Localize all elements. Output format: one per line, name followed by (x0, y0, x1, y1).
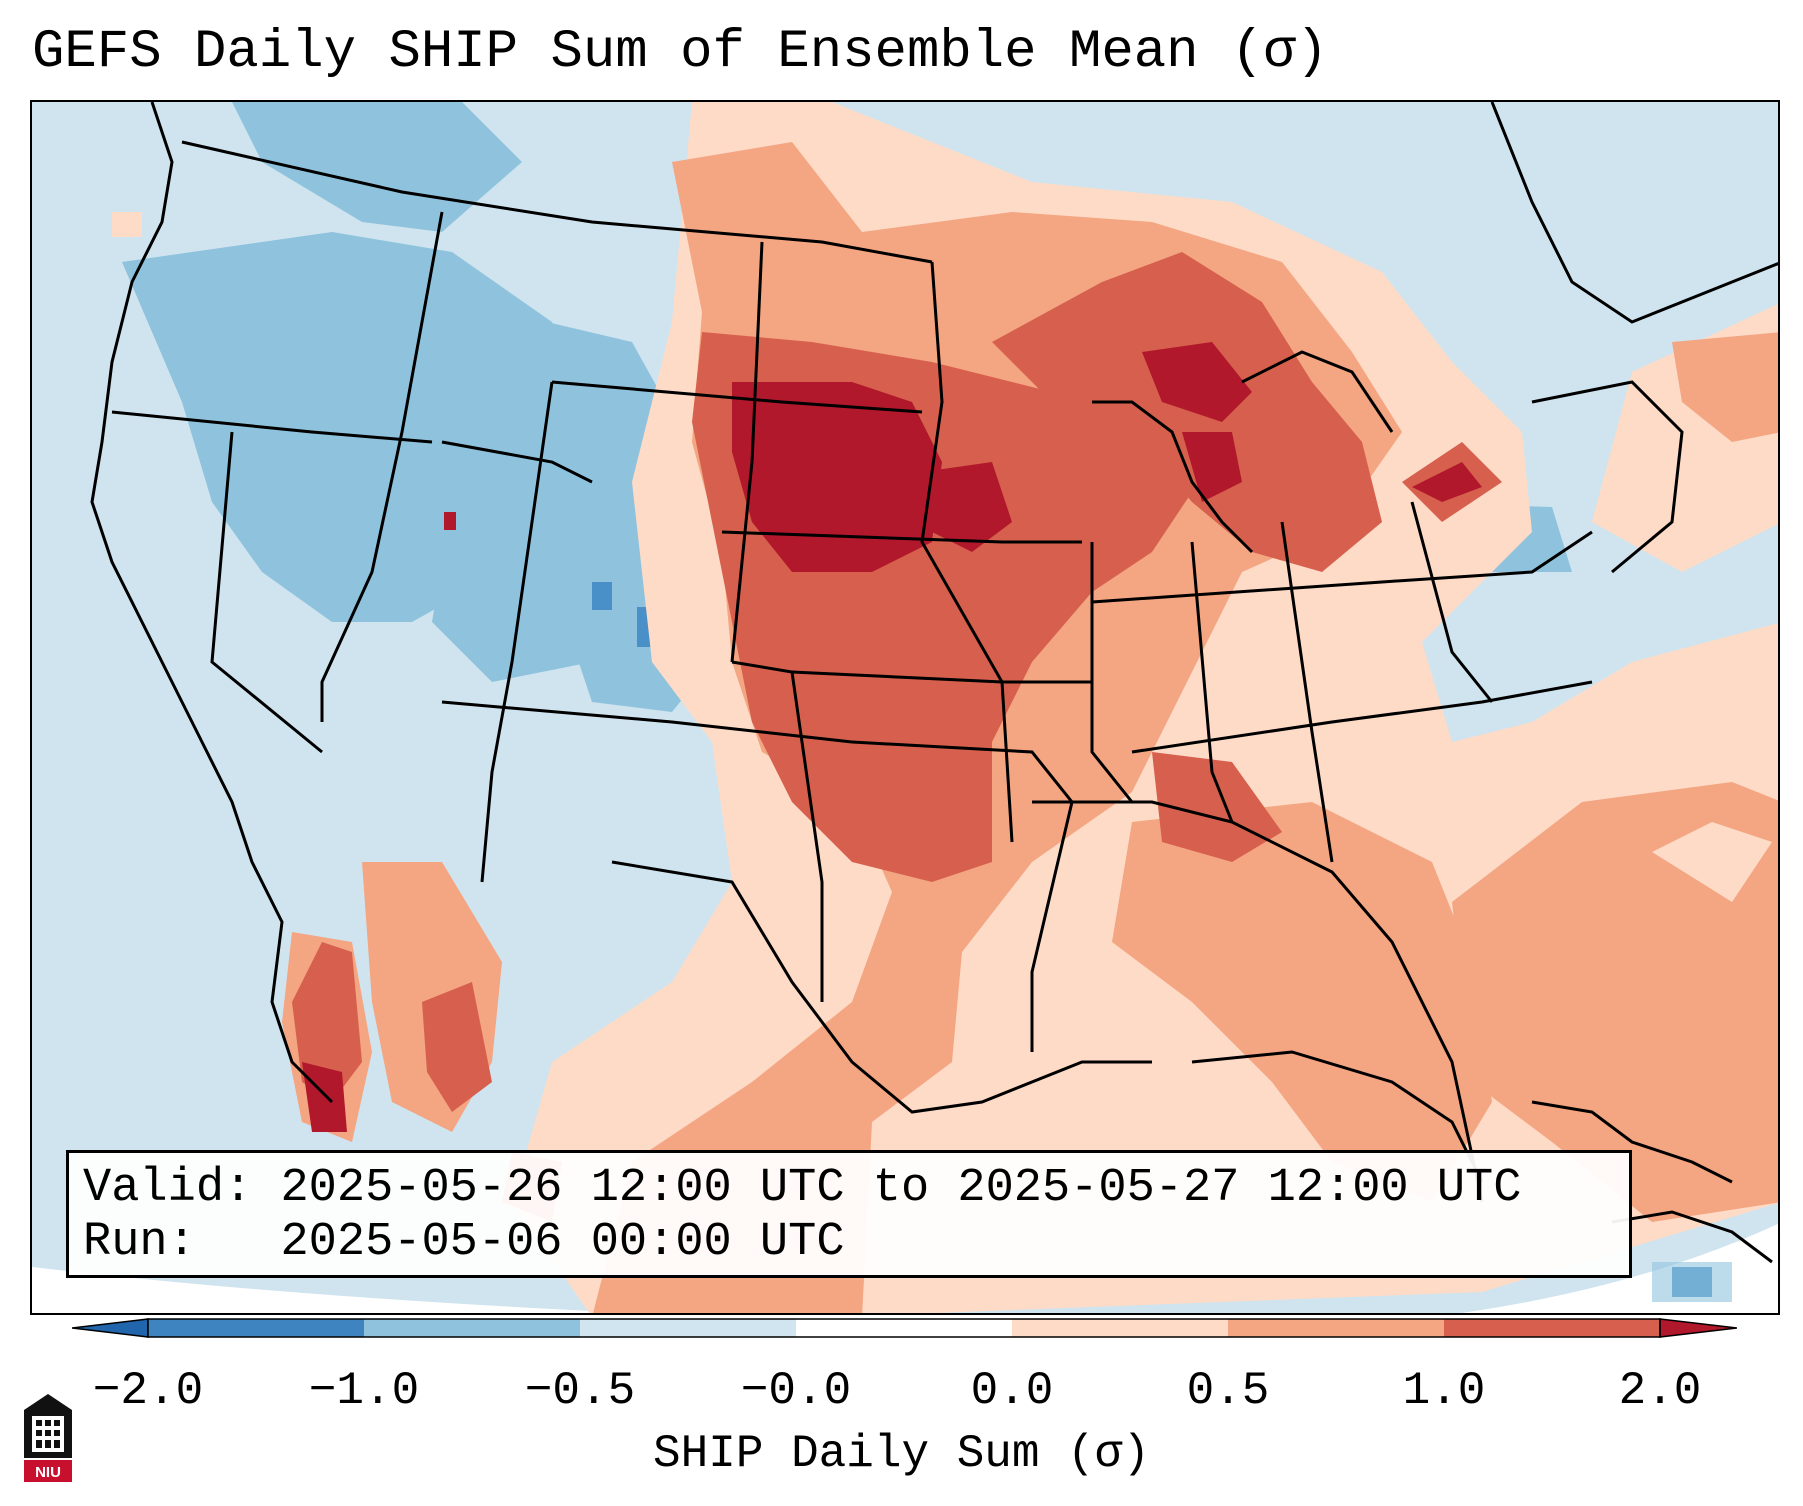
boundaries-layer (90, 102, 1778, 1264)
colorbar-tick-label: −0.0 (740, 1365, 852, 1417)
colorbar-tick-label: 1.0 (1402, 1365, 1486, 1417)
colorbar-extend-low (72, 1318, 149, 1338)
colorbar-bin (1228, 1319, 1444, 1337)
colorbar-bin (148, 1319, 364, 1337)
valid-row: Valid: 2025-05-26 12:00 UTC to 2025-05-2… (83, 1162, 1615, 1216)
colorbar-tick-label: −0.5 (524, 1365, 636, 1417)
valid-label: Valid: (83, 1162, 253, 1215)
valid-value: 2025-05-26 12:00 UTC to 2025-05-27 12:00… (280, 1162, 1522, 1215)
map-title: GEFS Daily SHIP Sum of Ensemble Mean (σ) (32, 22, 1329, 83)
logo-text: NIU (35, 1464, 61, 1481)
colorbar-bin (364, 1319, 580, 1337)
colorbar-bin (580, 1319, 796, 1337)
run-info-box: Valid: 2025-05-26 12:00 UTC to 2025-05-2… (66, 1150, 1632, 1278)
anomaly-map (32, 102, 1778, 1313)
colorbar-tick-label: −1.0 (308, 1365, 420, 1417)
colorbar-label: SHIP Daily Sum (σ) (653, 1428, 1150, 1480)
colorbar-tick-label: 0.0 (970, 1365, 1054, 1417)
colorbar-ticks: −2.0 −1.0 −0.5 −0.0 0.0 0.5 1.0 2.0 (0, 1365, 1803, 1425)
outside-domain (32, 1267, 636, 1313)
run-label: Run: (83, 1216, 196, 1269)
colorbar-tick-label: 2.0 (1618, 1365, 1702, 1417)
colorbar-bin (796, 1319, 1012, 1337)
colorbar-extend-high (1659, 1318, 1737, 1338)
run-row: Run: 2025-05-06 00:00 UTC (83, 1216, 1615, 1270)
map-panel (30, 100, 1780, 1315)
colorbar-bin (1012, 1319, 1228, 1337)
colorbar-tick-label: 0.5 (1186, 1365, 1270, 1417)
run-value: 2025-05-06 00:00 UTC (280, 1216, 845, 1269)
colorbar-bin (1444, 1319, 1660, 1337)
colorbar-tick-label: −2.0 (92, 1365, 204, 1417)
extreme-positive-layer (302, 342, 1482, 1132)
niu-logo: NIU (24, 1394, 72, 1482)
colorbar (72, 1318, 1737, 1338)
colorbar-outline (147, 1318, 1661, 1338)
